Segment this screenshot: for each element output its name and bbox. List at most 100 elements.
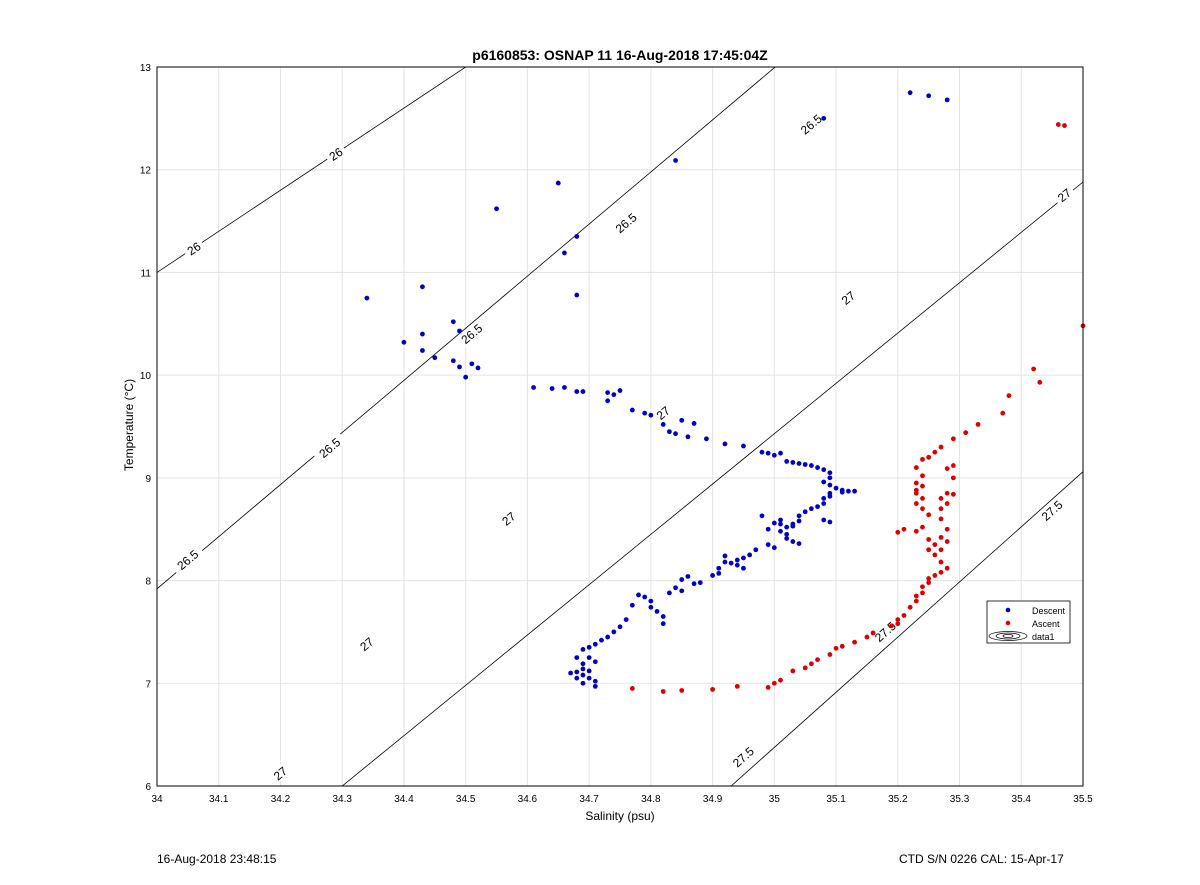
- isopycnal-label: 27: [1052, 183, 1077, 207]
- ascent-point: [926, 454, 932, 460]
- ascent-point: [907, 604, 913, 610]
- y-tick-label: 8: [145, 577, 151, 588]
- ascent-point: [660, 689, 666, 694]
- descent-point: [623, 617, 629, 623]
- legend-data1-label: data1: [1032, 632, 1055, 642]
- ascent-point: [913, 593, 919, 599]
- ascent-point: [932, 449, 938, 455]
- descent-point: [679, 588, 685, 594]
- descent-point: [821, 479, 827, 485]
- descent-point: [574, 655, 580, 661]
- isopycnal-label: 26.5: [608, 206, 644, 239]
- descent-point: [432, 355, 438, 361]
- ascent-point: [913, 480, 919, 486]
- series-descent: [364, 90, 950, 689]
- descent-point: [827, 470, 833, 476]
- descent-point: [574, 389, 580, 394]
- density-contours: [157, 67, 1083, 786]
- descent-point: [741, 443, 746, 449]
- ascent-point: [815, 657, 820, 663]
- grid-lines: [156, 66, 1084, 787]
- descent-point: [827, 482, 833, 488]
- descent-point: [734, 562, 740, 568]
- descent-point: [722, 441, 728, 447]
- ascent-point: [963, 430, 969, 436]
- descent-point: [420, 331, 425, 337]
- descent-point: [586, 668, 592, 674]
- ascent-point: [944, 539, 950, 544]
- descent-point: [796, 513, 802, 519]
- descent-point: [765, 542, 771, 548]
- x-tick-label: 34.3: [332, 794, 352, 805]
- descent-point: [463, 374, 469, 380]
- descent-point: [580, 646, 586, 652]
- legend-descent-marker: [1005, 607, 1011, 613]
- descent-point: [660, 422, 666, 427]
- descent-point: [827, 519, 833, 525]
- legend-box: [986, 600, 1071, 644]
- descent-point: [562, 385, 567, 390]
- descent-point: [555, 180, 561, 186]
- ascent-point: [1062, 123, 1067, 128]
- descent-point: [771, 545, 777, 551]
- ascent-point: [920, 483, 925, 489]
- descent-point: [796, 518, 802, 524]
- descent-point: [821, 467, 827, 473]
- isopycnal-label-bg: [1034, 494, 1069, 527]
- descent-point: [420, 348, 425, 353]
- descent-point: [592, 641, 598, 647]
- ascent-point: [913, 465, 919, 470]
- x-tick-label: 34.8: [641, 794, 661, 805]
- ascent-point: [913, 528, 919, 534]
- descent-point: [580, 661, 586, 667]
- descent-point: [741, 565, 746, 571]
- descent-point: [562, 250, 567, 256]
- y-tick-label: 9: [145, 474, 151, 485]
- x-tick-label: 34.1: [209, 794, 229, 805]
- descent-point: [580, 680, 586, 686]
- isopycnal-label-bg: [170, 543, 205, 576]
- descent-point: [815, 465, 820, 470]
- isopycnal-label-bg: [354, 632, 379, 656]
- descent-point: [648, 604, 654, 610]
- isopycnal-label-bg: [651, 401, 675, 425]
- descent-point: [592, 678, 598, 684]
- descent-point: [765, 450, 771, 456]
- ascent-point: [938, 516, 944, 522]
- descent-point: [741, 555, 746, 561]
- descent-point: [586, 655, 592, 661]
- descent-point: [796, 541, 802, 546]
- x-tick-label: 35.4: [1012, 794, 1032, 805]
- isopycnal-label: 26: [323, 142, 348, 165]
- descent-point: [666, 429, 672, 435]
- descent-point: [821, 517, 827, 523]
- ascent-point: [944, 490, 950, 496]
- ascent-point: [938, 547, 944, 553]
- descent-point: [592, 659, 598, 665]
- descent-point: [716, 570, 722, 576]
- y-axis-label: Temperature (°C): [122, 379, 136, 471]
- descent-point: [457, 328, 462, 334]
- ascent-point: [950, 436, 956, 442]
- isopycnal-label-bg: [454, 317, 489, 350]
- descent-point: [790, 523, 796, 529]
- descent-point: [734, 557, 740, 563]
- descent-point: [821, 115, 827, 121]
- y-tick-label: 7: [145, 679, 151, 690]
- x-tick-label: 35: [769, 794, 781, 805]
- descent-point: [722, 553, 728, 559]
- descent-point: [450, 319, 456, 325]
- ascent-point: [944, 466, 950, 472]
- descent-point: [549, 386, 555, 391]
- ascent-point: [802, 665, 808, 671]
- descent-point: [778, 517, 783, 523]
- isopycnal-label: 27: [354, 632, 379, 656]
- ascent-point: [932, 542, 938, 548]
- descent-point: [808, 463, 814, 468]
- descent-point: [759, 513, 765, 519]
- descent-point: [673, 158, 678, 163]
- descent-point: [364, 295, 370, 301]
- descent-point: [790, 460, 796, 465]
- ascent-point: [1037, 379, 1043, 385]
- ascent-point: [920, 473, 925, 479]
